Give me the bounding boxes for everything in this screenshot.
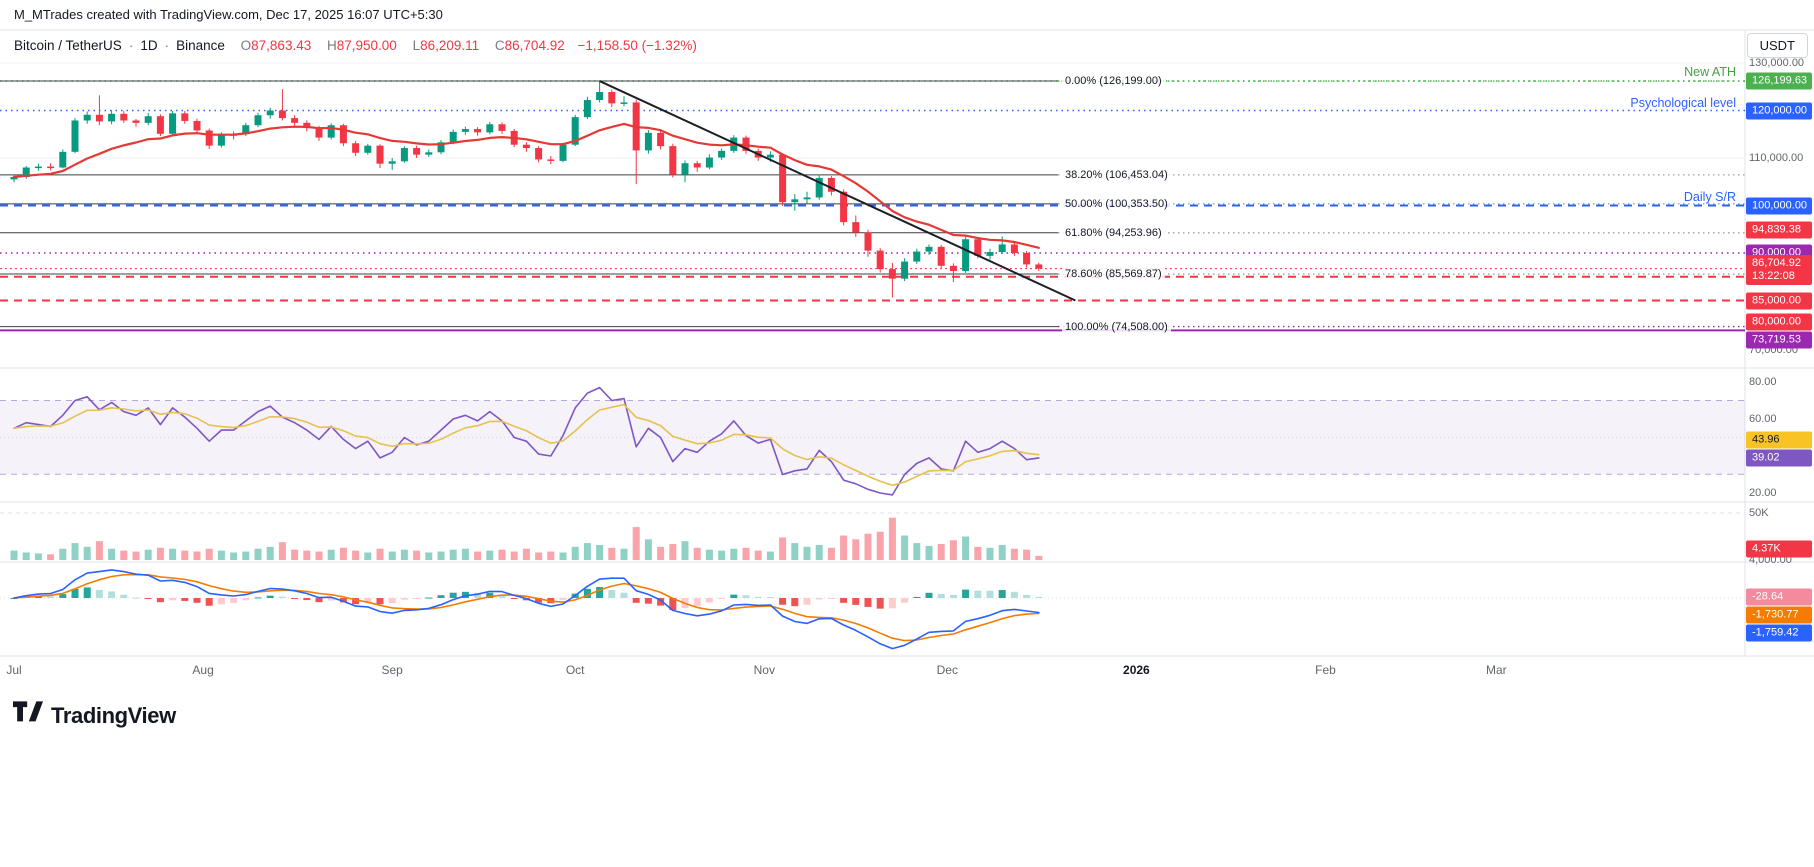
time-axis-label: Jul [6, 663, 22, 677]
price-level-badge: -1,759.42 [1746, 624, 1812, 642]
open-label: O [240, 38, 252, 53]
high-value: 87,950.00 [336, 38, 397, 53]
price-axis[interactable]: 130,000.00 126,199.63 120,000.00 110,000.00… [1745, 30, 1814, 690]
interval-label[interactable]: 1D [140, 38, 158, 53]
price-level-badge: 39.02 [1746, 449, 1812, 467]
time-axis-label: Dec [936, 663, 958, 677]
open-value: 87,863.43 [251, 38, 312, 53]
bar-countdown: 13:22:08 [1752, 270, 1795, 282]
price-level-badge: 100,000.00 [1746, 197, 1812, 215]
fib-level-label[interactable]: 61.80% (94,253.96) [1062, 226, 1165, 239]
fib-level-label[interactable]: 0.00% (126,199.00) [1062, 75, 1165, 88]
time-axis-label: 2026 [1123, 663, 1150, 677]
watermark-text: M_MTrades created with TradingView.com, … [14, 7, 443, 22]
price-axis-label: 130,000.00 [1749, 57, 1805, 69]
separator-dot: · [128, 38, 134, 53]
psychological-level-label: Psychological level [1630, 96, 1736, 110]
price-axis-label: 80.00 [1749, 376, 1777, 388]
current-price-badge: 86,704.92 13:22:08 [1746, 255, 1812, 285]
price-level-badge: 85,000.00 [1746, 292, 1812, 310]
fib-level-label[interactable]: 100.00% (74,508.00) [1062, 320, 1171, 333]
exchange-label: Binance [176, 38, 225, 53]
price-level-badge: 94,839.38 [1746, 221, 1812, 239]
time-axis-label: Mar [1485, 663, 1507, 677]
fib-level-label[interactable]: 78.60% (85,569.87) [1062, 268, 1165, 281]
time-axis-label: Aug [192, 663, 214, 677]
time-axis-label: Sep [381, 663, 403, 677]
time-axis-label: Feb [1315, 663, 1336, 677]
price-level-badge: -28.64 [1746, 588, 1812, 606]
close-value: 86,704.92 [504, 38, 565, 53]
price-level-badge: 126,199.63 [1746, 72, 1812, 90]
fib-level-label[interactable]: 38.20% (106,453.04) [1062, 168, 1171, 181]
separator-dot: · [164, 38, 170, 53]
chart-canvas[interactable] [0, 0, 1814, 660]
price-level-badge: 73,719.53 [1746, 331, 1812, 349]
price-level-badge: 120,000.00 [1746, 102, 1812, 120]
symbol-name[interactable]: Bitcoin / TetherUS [14, 38, 122, 53]
low-label: L [412, 38, 421, 53]
tradingview-wordmark: TradingView [51, 702, 176, 728]
high-label: H [326, 38, 337, 53]
price-level-badge: -1,730.77 [1746, 606, 1812, 624]
price-axis-label: 50K [1749, 507, 1769, 519]
new-ath-label: New ATH [1684, 65, 1736, 79]
price-axis-label: 60.00 [1749, 413, 1777, 425]
fib-level-label[interactable]: 50.00% (100,353.50) [1062, 197, 1171, 210]
low-value: 86,209.11 [420, 38, 480, 53]
time-axis-label: Nov [753, 663, 775, 677]
symbol-header: Bitcoin / TetherUS · 1D · Binance O87,863.43… [14, 38, 697, 53]
price-axis-label: 110,000.00 [1749, 152, 1804, 164]
price-level-badge: 4.37K [1746, 540, 1812, 558]
time-axis-label: Oct [565, 663, 585, 677]
price-level-badge: 43.96 [1746, 431, 1812, 449]
tradingview-logo[interactable]: TradingView [13, 701, 176, 730]
currency-toggle-button[interactable]: USDT [1746, 33, 1808, 58]
daily-sr-label: Daily S/R [1683, 190, 1736, 204]
close-label: C [494, 38, 505, 53]
time-axis[interactable]: Jul Aug Sep Oct Nov Dec 2026 Feb Mar [0, 656, 1745, 690]
tradingview-glyph-icon [13, 701, 43, 730]
price-axis-label: 20.00 [1749, 487, 1777, 499]
price-level-badge: 80,000.00 [1746, 313, 1812, 331]
change-value: −1,158.50 (−1.32%) [577, 38, 697, 53]
